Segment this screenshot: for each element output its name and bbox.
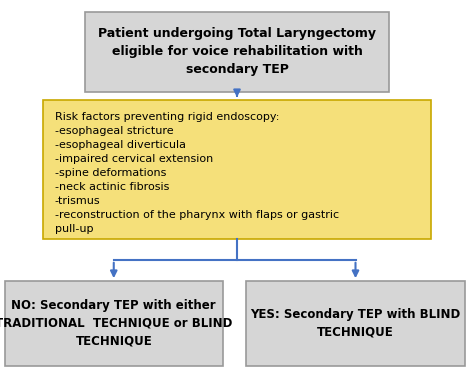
Text: NO: Secondary TEP with either
TRADITIONAL  TECHNIQUE or BLIND
TECHNIQUE: NO: Secondary TEP with either TRADITIONA… bbox=[0, 299, 232, 348]
FancyBboxPatch shape bbox=[246, 281, 465, 366]
FancyBboxPatch shape bbox=[43, 100, 431, 239]
FancyBboxPatch shape bbox=[5, 281, 223, 366]
Text: Patient undergoing Total Laryngectomy
eligible for voice rehabilitation with
sec: Patient undergoing Total Laryngectomy el… bbox=[98, 27, 376, 77]
Text: Risk factors preventing rigid endoscopy:
-esophageal stricture
-esophageal diver: Risk factors preventing rigid endoscopy:… bbox=[55, 112, 338, 234]
Text: YES: Secondary TEP with BLIND
TECHNIQUE: YES: Secondary TEP with BLIND TECHNIQUE bbox=[250, 308, 461, 339]
FancyBboxPatch shape bbox=[85, 12, 389, 92]
